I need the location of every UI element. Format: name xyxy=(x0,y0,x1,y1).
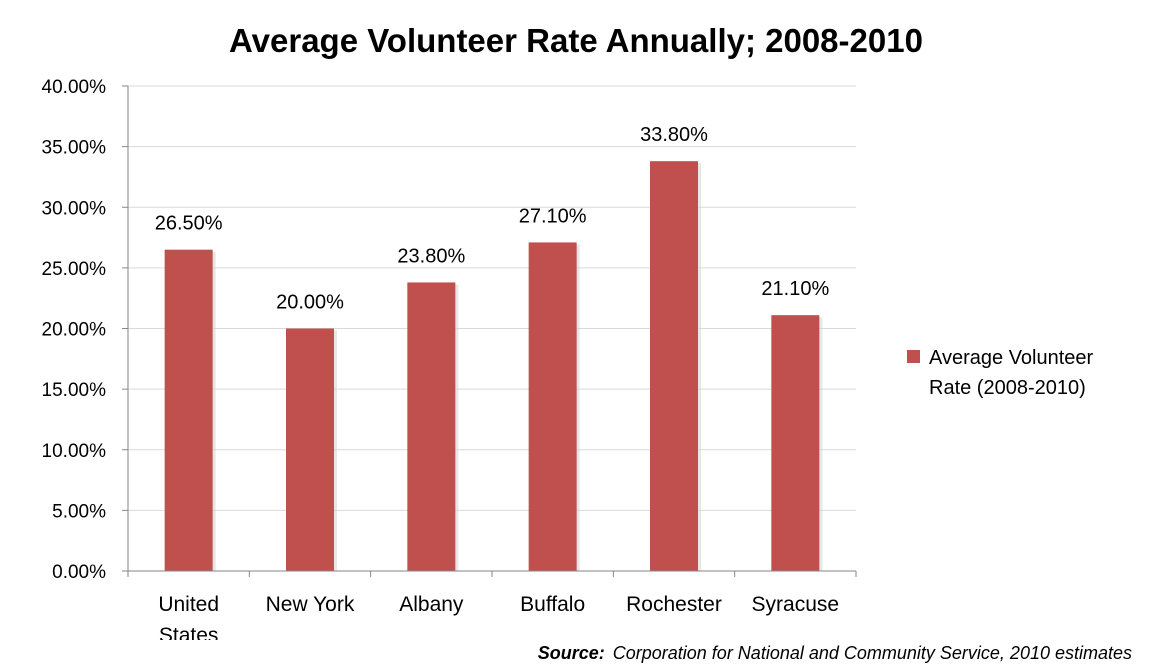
data-label: 23.80% xyxy=(397,245,465,267)
y-tick-label: 35.00% xyxy=(42,138,107,159)
source-label: Source: xyxy=(537,643,605,663)
bars xyxy=(164,161,823,572)
bar xyxy=(771,315,820,571)
y-tick-label: 10.00% xyxy=(42,441,107,462)
data-label: 21.10% xyxy=(761,278,829,300)
y-tick-label: 15.00% xyxy=(42,380,107,401)
y-tick-label: 20.00% xyxy=(42,320,107,341)
bar xyxy=(286,328,334,571)
data-labels: 26.50% 20.00% 23.80% 27.10% 33.80% 21.10% xyxy=(155,124,830,313)
data-label: 20.00% xyxy=(276,292,344,314)
y-tick-label: 0.00% xyxy=(52,562,106,583)
x-category-label: Albany xyxy=(399,593,464,616)
bar-chart: Average Volunteer Rate Annually; 2008-20… xyxy=(42,22,1094,640)
legend: Average Volunteer Rate (2008-2010) xyxy=(907,347,1094,399)
x-category-label: Rochester xyxy=(626,593,722,616)
source-note: Source: Corporation for National and Comm… xyxy=(538,643,1132,664)
chart-title: Average Volunteer Rate Annually; 2008-20… xyxy=(229,22,923,59)
y-tick-label: 5.00% xyxy=(52,501,106,522)
x-category-label: Syracuse xyxy=(752,593,840,616)
x-axis-categories: United States New York Albany Buffalo Rochest… xyxy=(158,593,839,640)
data-label: 33.80% xyxy=(640,124,708,146)
data-label: 26.50% xyxy=(155,213,223,235)
y-tick-label: 30.00% xyxy=(42,198,107,219)
y-axis-ticks: 0.00% 5.00% 10.00% 15.00% 20.00% 25.00% 30.00%… xyxy=(42,77,107,583)
bar xyxy=(528,242,577,571)
bar xyxy=(407,282,456,571)
x-category-label: New York xyxy=(266,593,355,616)
y-tick-label: 25.00% xyxy=(42,259,107,280)
gridlines xyxy=(128,85,856,511)
legend-label: Average Volunteer Rate (2008-2010) xyxy=(929,347,1094,399)
bar xyxy=(164,249,213,571)
source-text: Corporation for National and Community S… xyxy=(612,643,1132,663)
data-label: 27.10% xyxy=(519,205,587,227)
legend-swatch xyxy=(907,350,920,363)
axes xyxy=(122,85,857,577)
bar xyxy=(650,161,698,572)
y-tick-label: 40.00% xyxy=(42,77,107,98)
x-category-label: Buffalo xyxy=(520,593,585,616)
x-category-label: United States xyxy=(158,593,219,640)
